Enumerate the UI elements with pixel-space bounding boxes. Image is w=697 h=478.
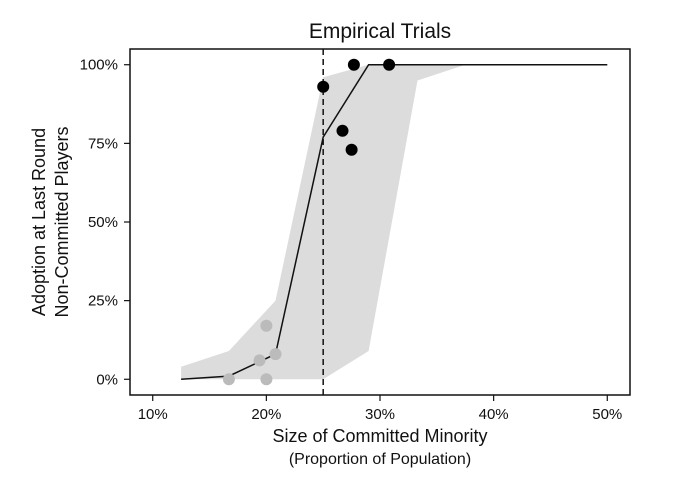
data-point bbox=[345, 143, 358, 156]
model-range-band bbox=[181, 64, 608, 380]
x-tick-label: 40% bbox=[479, 406, 509, 423]
data-point bbox=[336, 124, 349, 137]
data-point bbox=[253, 354, 266, 367]
y-tick-label: 0% bbox=[96, 371, 118, 388]
y-tick-label: 50% bbox=[88, 214, 118, 231]
y-tick-label: 100% bbox=[80, 57, 118, 74]
data-point bbox=[347, 58, 360, 71]
y-tick-label: 75% bbox=[88, 135, 118, 152]
x-axis-label: Size of Committed Minority bbox=[272, 426, 487, 446]
x-tick-label: 20% bbox=[251, 406, 281, 423]
chart-title: Empirical Trials bbox=[309, 20, 451, 43]
x-tick-label: 50% bbox=[592, 406, 622, 423]
data-point bbox=[269, 348, 282, 361]
data-point bbox=[222, 373, 235, 386]
y-axis-sublabel: Non-Committed Players bbox=[52, 126, 72, 317]
data-point bbox=[383, 58, 396, 71]
x-axis: 10% 20% 30% 40% 50% bbox=[138, 395, 622, 423]
y-tick-label: 25% bbox=[88, 293, 118, 310]
x-tick-label: 30% bbox=[365, 406, 395, 423]
x-tick-label: 10% bbox=[138, 406, 168, 423]
data-point bbox=[317, 80, 330, 93]
data-point bbox=[260, 373, 273, 386]
y-axis-label: Adoption at Last Round bbox=[29, 128, 49, 316]
data-point bbox=[260, 319, 273, 332]
plot-area bbox=[181, 49, 608, 395]
y-axis: 0% 25% 50% 75% 100% bbox=[80, 57, 130, 388]
x-axis-sublabel: (Proportion of Population) bbox=[289, 451, 471, 468]
